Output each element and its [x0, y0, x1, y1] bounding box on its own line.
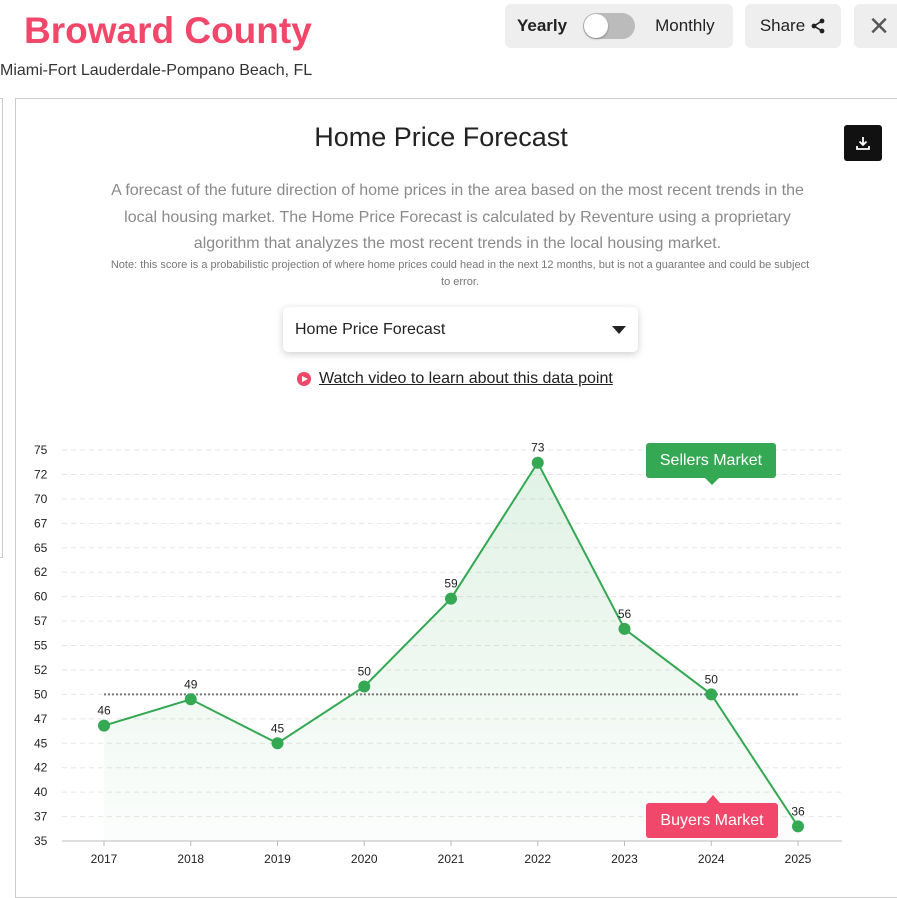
buyers-market-text: Buyers Market [660, 811, 764, 829]
x-tick-label: 2019 [264, 852, 291, 866]
data-point [358, 680, 371, 693]
data-point [98, 719, 110, 732]
data-point [184, 693, 197, 706]
y-tick-label: 65 [34, 541, 48, 555]
y-tick-label: 72 [34, 467, 48, 481]
download-icon [856, 137, 870, 150]
data-point [618, 622, 631, 635]
y-tick-label: 45 [34, 736, 48, 750]
data-point [705, 688, 718, 701]
data-label: 45 [271, 721, 285, 735]
chart-note: Note: this score is a probabilistic proj… [110, 259, 810, 288]
y-tick-label: 62 [34, 565, 48, 579]
close-button[interactable]: × [854, 4, 897, 48]
x-tick-label: 2017 [91, 852, 118, 866]
y-tick-label: 75 [34, 443, 48, 457]
sellers-market-text: Sellers Market [659, 451, 763, 469]
data-label: 50 [358, 665, 372, 679]
x-tick-label: 2024 [698, 852, 725, 866]
y-tick-label: 52 [34, 663, 48, 677]
yearly-label: Yearly [517, 16, 568, 35]
video-link-text: Watch video to learn about this data poi… [319, 370, 613, 387]
x-tick-label: 2020 [351, 852, 378, 866]
y-tick-label: 57 [34, 614, 48, 628]
y-tick-label: 47 [34, 712, 48, 726]
y-tick-label: 67 [34, 516, 48, 530]
data-label: 56 [618, 607, 632, 621]
sellers-market-label: Sellers Market [646, 443, 776, 478]
county-title: Broward County [24, 10, 312, 51]
metro-subtitle: Miami-Fort Lauderdale-Pompano Beach, FL [0, 62, 313, 79]
data-point [271, 737, 284, 750]
y-tick-label: 60 [34, 590, 48, 604]
x-tick-label: 2025 [785, 852, 812, 866]
sellers-pointer [705, 478, 719, 485]
y-tick-label: 42 [34, 761, 48, 775]
y-tick-label: 70 [34, 492, 48, 506]
x-tick-label: 2018 [177, 852, 204, 866]
data-point [445, 592, 457, 605]
metric-select[interactable]: Home Price Forecast [283, 307, 638, 352]
chart-title: Home Price Forecast [314, 122, 568, 152]
play-icon [297, 372, 311, 386]
area-fill [104, 462, 798, 841]
data-point [531, 456, 544, 469]
chart-description: A forecast of the future direction of ho… [111, 182, 804, 252]
download-button[interactable] [844, 125, 882, 161]
monthly-label: Monthly [655, 16, 715, 35]
share-button[interactable]: Share [745, 4, 841, 48]
data-label: 46 [97, 704, 111, 718]
data-label: 59 [444, 577, 458, 591]
select-value: Home Price Forecast [295, 320, 446, 338]
y-tick-label: 40 [34, 785, 48, 799]
video-link[interactable]: Watch video to learn about this data poi… [297, 370, 613, 388]
buyers-pointer [706, 795, 720, 803]
data-label: 49 [184, 677, 198, 691]
y-tick-label: 35 [34, 834, 48, 848]
y-tick-label: 50 [34, 687, 48, 701]
data-label: 36 [791, 804, 805, 818]
y-tick-label: 37 [34, 810, 48, 824]
y-tick-label: 55 [34, 639, 48, 653]
share-icon [811, 18, 825, 34]
side-panel-edge [0, 98, 3, 558]
toggle-switch[interactable] [583, 13, 636, 39]
period-toggle[interactable]: Yearly Monthly [505, 4, 733, 48]
x-tick-label: 2022 [524, 852, 551, 866]
chevron-down-icon [612, 325, 626, 334]
data-label: 50 [705, 672, 719, 686]
data-point [792, 820, 804, 833]
close-icon: × [869, 6, 889, 45]
x-tick-label: 2023 [611, 852, 638, 866]
share-label: Share [759, 16, 806, 35]
data-label: 73 [531, 441, 545, 455]
x-tick-label: 2021 [438, 852, 465, 866]
buyers-market-label: Buyers Market [646, 803, 778, 838]
toggle-knob [584, 14, 609, 38]
